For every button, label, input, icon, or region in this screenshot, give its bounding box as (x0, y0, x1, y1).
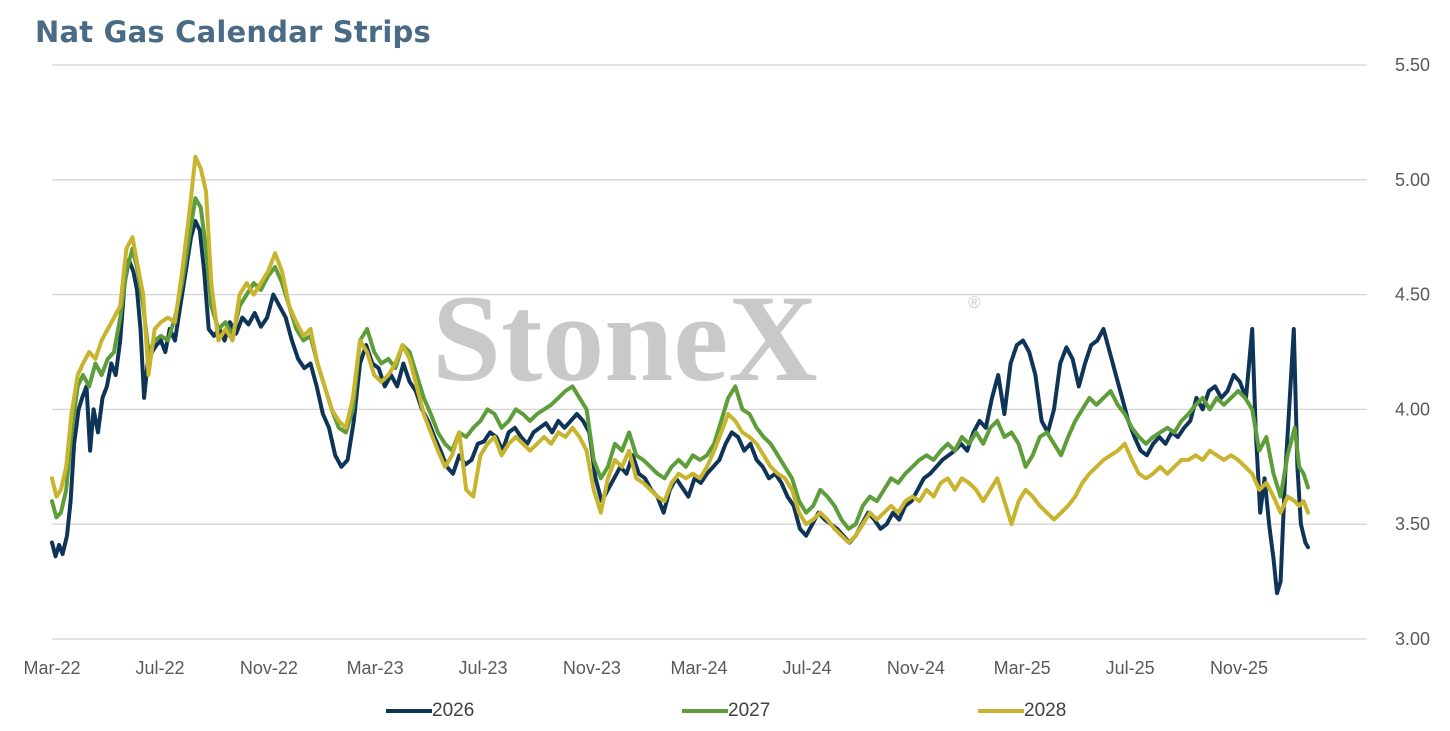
watermark-text: StoneX (432, 270, 818, 407)
x-tick-label: Nov-22 (240, 658, 298, 678)
stonex-watermark: StoneX ® (432, 270, 981, 407)
legend-item-2027: 2027 (682, 698, 770, 724)
x-tick-label: Nov-24 (887, 658, 945, 678)
y-tick-label: 4.00 (1395, 399, 1430, 419)
y-axis-labels: 3.00 3.50 4.00 4.50 5.00 5.50 (1395, 55, 1430, 649)
y-tick-label: 5.00 (1395, 170, 1430, 190)
legend-label-2028: 2028 (1024, 700, 1067, 721)
y-gridlines (52, 64, 1367, 640)
x-tick-label: Nov-23 (563, 658, 621, 678)
y-tick-label: 5.50 (1395, 55, 1430, 75)
watermark-registered-mark: ® (968, 293, 981, 312)
legend-label-2027: 2027 (728, 700, 771, 721)
legend-item-2026: 2026 (386, 698, 474, 724)
x-tick-label: Jul-25 (1106, 658, 1155, 678)
x-tick-label: Mar-22 (23, 658, 80, 678)
x-tick-label: Nov-25 (1210, 658, 1268, 678)
legend-swatch-2028 (978, 709, 1024, 713)
x-tick-label: Jul-23 (459, 658, 508, 678)
legend-label-2026: 2026 (432, 700, 475, 721)
series-lines (50, 154, 1310, 596)
x-tick-label: Mar-24 (671, 658, 728, 678)
x-axis-labels: Mar-22 Jul-22 Nov-22 Mar-23 Jul-23 Nov-23 Mar-… (23, 658, 1267, 678)
x-tick-label: Mar-23 (347, 658, 404, 678)
legend-swatch-2027 (682, 709, 728, 713)
x-tick-label: Jul-22 (135, 658, 184, 678)
x-tick-label: Jul-24 (783, 658, 832, 678)
y-tick-label: 3.50 (1395, 514, 1430, 534)
legend-item-2028: 2028 (978, 698, 1066, 724)
x-tick-label: Mar-25 (994, 658, 1051, 678)
y-tick-label: 3.00 (1395, 629, 1430, 649)
y-tick-label: 4.50 (1395, 285, 1430, 305)
chart-title: Nat Gas Calendar Strips (35, 15, 431, 49)
legend-swatch-2026 (386, 709, 432, 713)
series-line-2028 (50, 154, 1310, 545)
